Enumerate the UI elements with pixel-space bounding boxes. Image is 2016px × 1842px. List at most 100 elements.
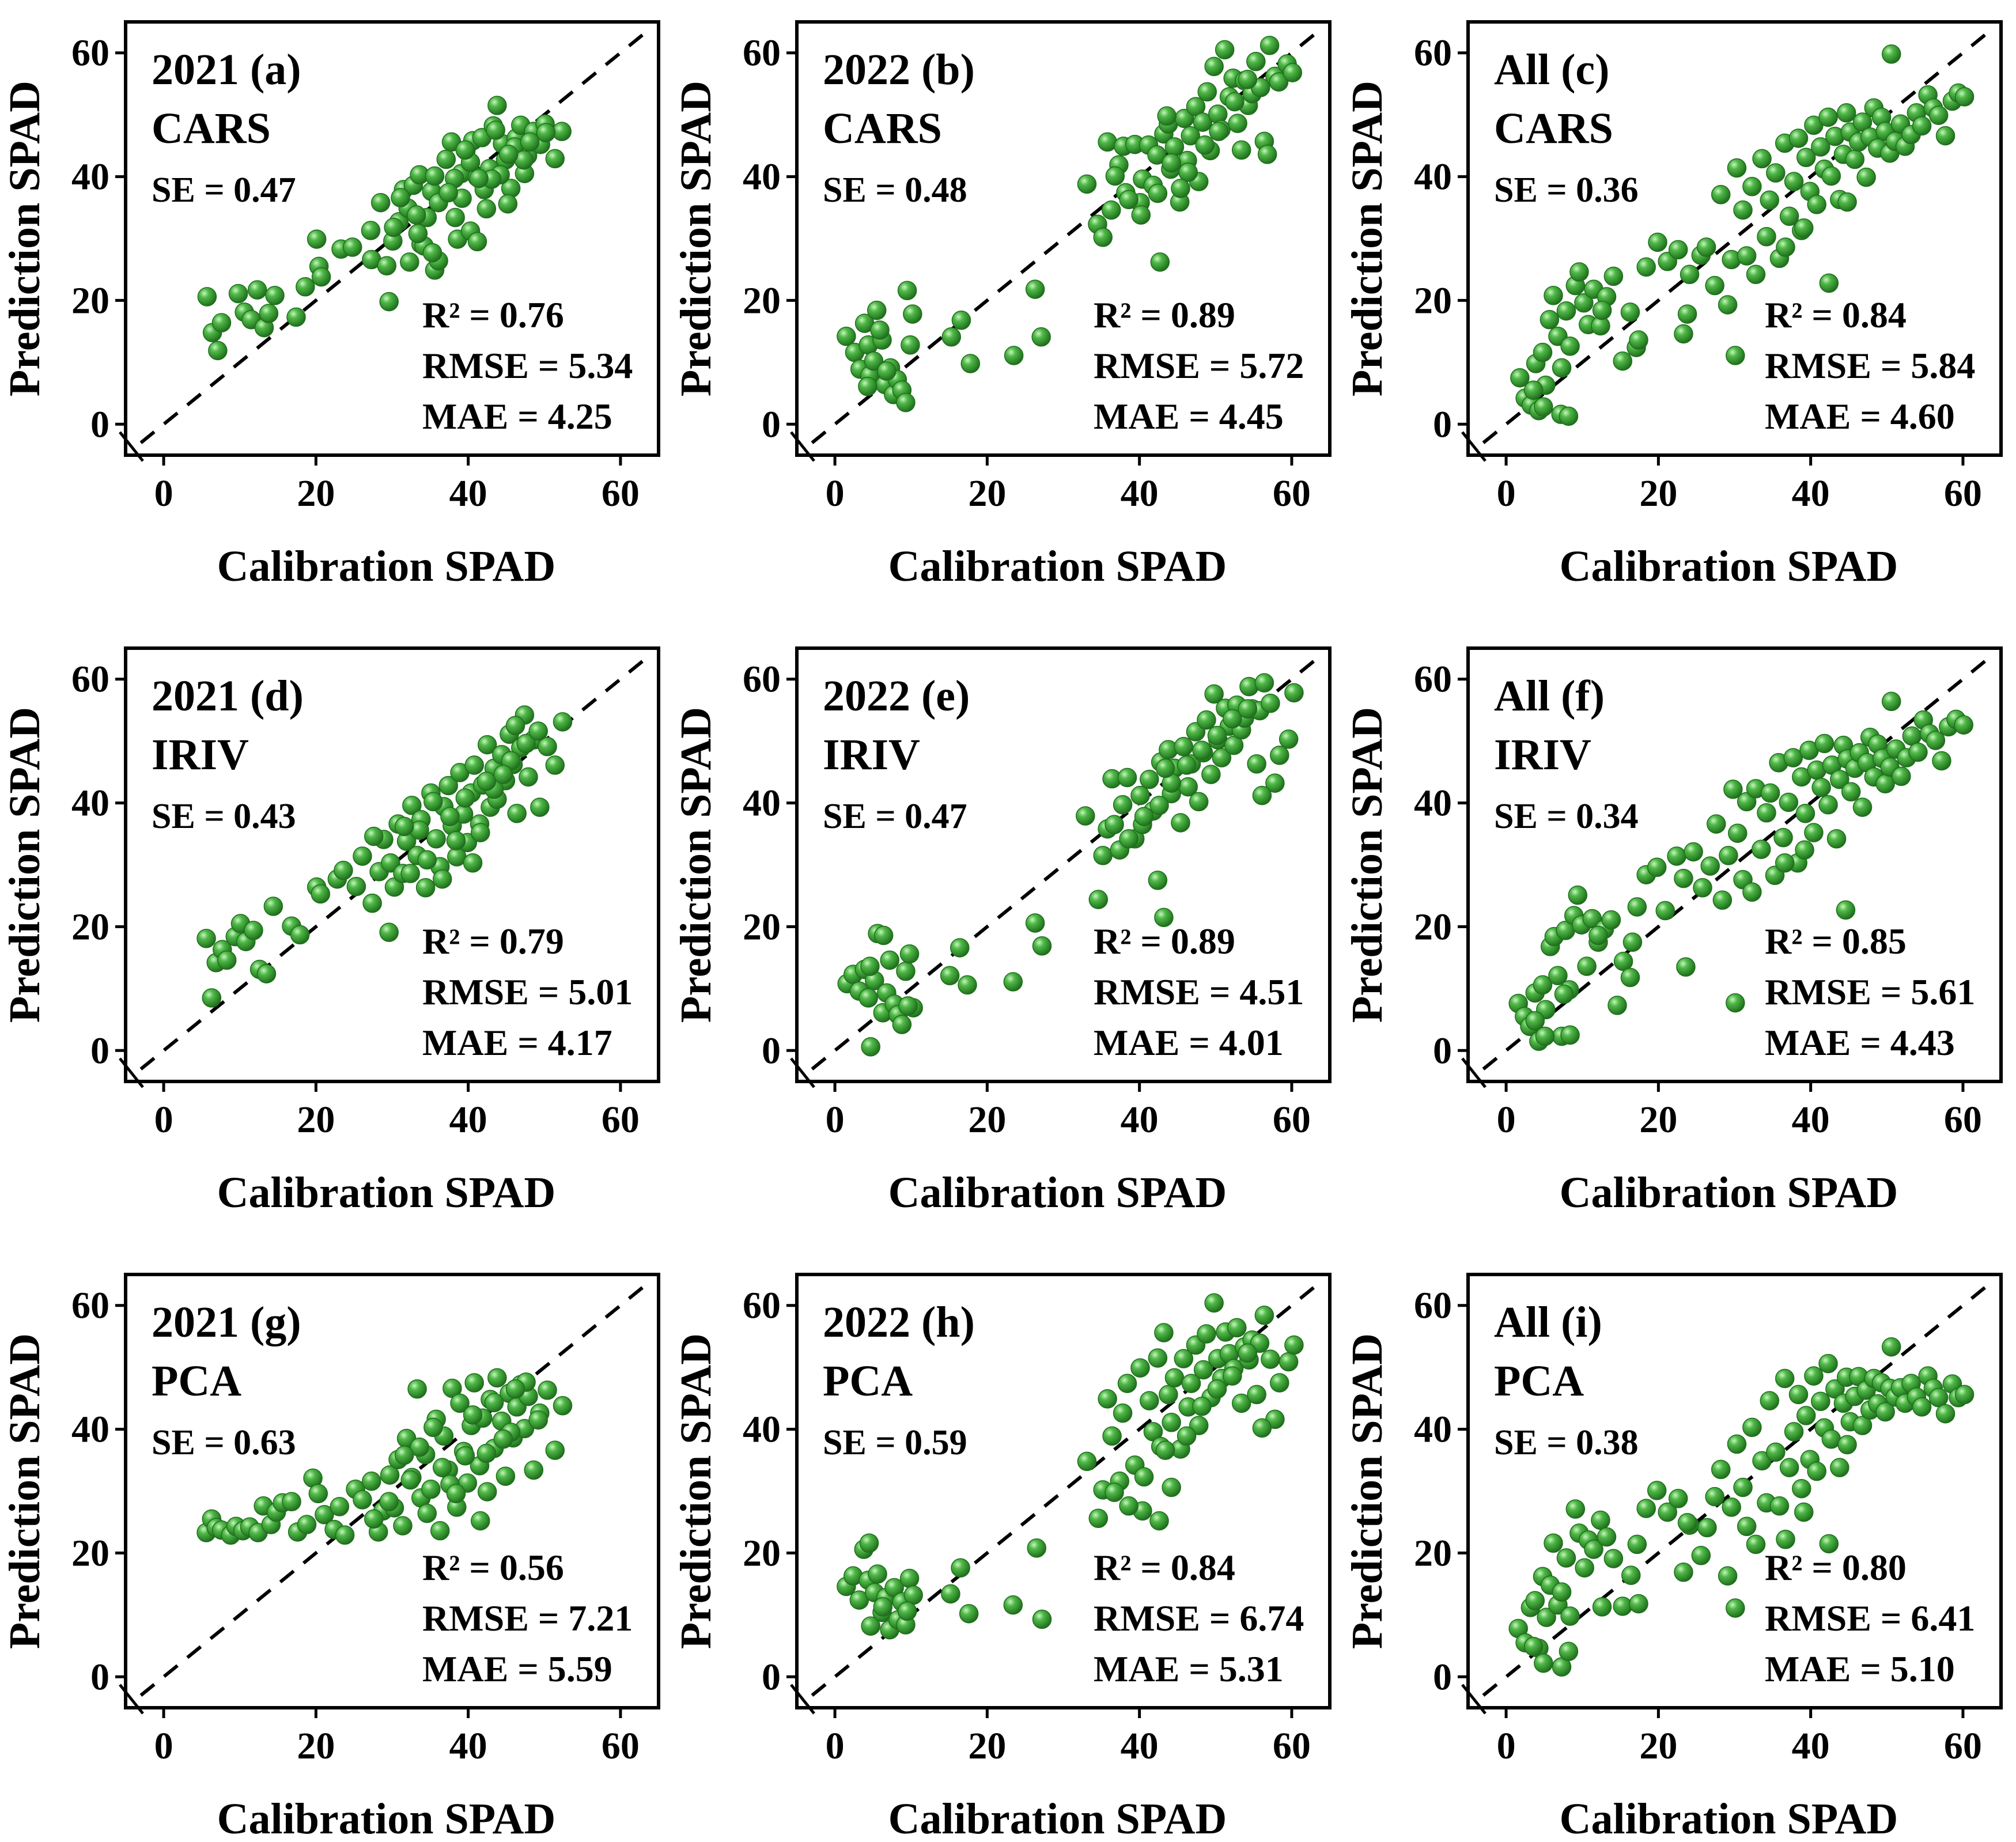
data-point bbox=[1231, 1393, 1251, 1413]
scatter-points bbox=[1508, 691, 1973, 1051]
data-point bbox=[455, 140, 475, 160]
y-tick-label: 20 bbox=[71, 906, 109, 948]
data-point bbox=[1174, 737, 1194, 757]
rmse-value: RMSE = 6.41 bbox=[1765, 1598, 1975, 1639]
data-point bbox=[1826, 829, 1847, 849]
data-point bbox=[1607, 996, 1627, 1015]
data-point bbox=[959, 1603, 979, 1624]
data-point bbox=[486, 120, 505, 140]
data-point bbox=[1119, 190, 1139, 210]
data-point bbox=[1658, 1502, 1677, 1522]
r2-value: R² = 0.84 bbox=[1765, 294, 1907, 335]
y-tick-label: 20 bbox=[1414, 279, 1452, 322]
data-point bbox=[493, 1429, 513, 1449]
data-point bbox=[1707, 814, 1726, 834]
r2-value: R² = 0.89 bbox=[1094, 294, 1235, 335]
data-point bbox=[1603, 1549, 1624, 1568]
data-point bbox=[1247, 1385, 1266, 1405]
x-tick-label: 20 bbox=[297, 1725, 335, 1767]
data-point bbox=[1881, 44, 1901, 64]
data-point bbox=[867, 300, 887, 320]
y-tick-label: 20 bbox=[1414, 1532, 1452, 1574]
data-point bbox=[898, 996, 918, 1016]
data-point bbox=[1821, 166, 1841, 186]
y-tick-label: 20 bbox=[71, 1532, 109, 1574]
data-point bbox=[1811, 777, 1831, 797]
y-tick-label: 40 bbox=[743, 1409, 781, 1451]
data-point bbox=[1795, 804, 1815, 823]
data-point bbox=[1025, 913, 1045, 933]
data-point bbox=[1621, 1565, 1641, 1585]
data-point bbox=[1592, 300, 1612, 320]
se-value: SE = 0.34 bbox=[1494, 797, 1639, 836]
data-point bbox=[1620, 302, 1640, 322]
x-axis-label: Calibration SPAD bbox=[1560, 1168, 1898, 1217]
rmse-value: RMSE = 5.72 bbox=[1094, 345, 1304, 386]
data-point bbox=[430, 1521, 450, 1541]
data-point bbox=[1076, 806, 1095, 826]
data-point bbox=[538, 1380, 557, 1400]
panel-a: 0 0 20 20 40 40 60 60 Calibration SPAD Prediction… bbox=[1, 20, 660, 591]
se-value: SE = 0.38 bbox=[1494, 1423, 1639, 1462]
data-point bbox=[941, 1584, 960, 1604]
y-tick-label: 20 bbox=[743, 906, 781, 948]
x-tick-label: 60 bbox=[1273, 1725, 1311, 1767]
data-point bbox=[1259, 36, 1280, 55]
data-point bbox=[423, 792, 443, 812]
plot-frame bbox=[795, 20, 1332, 457]
data-point bbox=[1752, 839, 1771, 859]
data-point bbox=[897, 281, 917, 300]
rmse-value: RMSE = 5.34 bbox=[422, 345, 633, 386]
x-axis-label: Calibration SPAD bbox=[888, 1795, 1227, 1842]
data-point bbox=[402, 796, 422, 815]
data-point bbox=[330, 1497, 350, 1516]
data-point bbox=[426, 829, 446, 849]
data-point bbox=[1742, 177, 1762, 196]
mae-value: MAE = 4.45 bbox=[1094, 396, 1284, 437]
data-point bbox=[1134, 807, 1154, 826]
r2-value: R² = 0.84 bbox=[1094, 1547, 1235, 1588]
data-point bbox=[1525, 1011, 1545, 1031]
y-tick-label: 40 bbox=[743, 156, 781, 198]
data-point bbox=[1773, 827, 1793, 848]
data-point bbox=[417, 850, 437, 870]
x-tick-label: 60 bbox=[1944, 472, 1982, 515]
x-tick-label: 20 bbox=[968, 472, 1006, 515]
data-point bbox=[1149, 1511, 1169, 1531]
panel-title: 2022 (b) bbox=[823, 46, 975, 94]
x-tick-label: 40 bbox=[1121, 1099, 1159, 1141]
data-point bbox=[1746, 1534, 1766, 1554]
data-point bbox=[438, 183, 459, 203]
y-tick-label: 60 bbox=[743, 659, 781, 701]
data-point bbox=[393, 1516, 413, 1535]
data-point bbox=[1588, 925, 1608, 945]
data-point bbox=[394, 816, 414, 837]
data-point bbox=[1733, 200, 1753, 220]
mae-value: MAE = 4.17 bbox=[422, 1022, 612, 1063]
data-point bbox=[519, 767, 538, 787]
data-point bbox=[1705, 1487, 1724, 1507]
data-point bbox=[421, 1480, 441, 1499]
data-point bbox=[1825, 1379, 1845, 1399]
data-point bbox=[1098, 132, 1117, 152]
one-to-one-line bbox=[139, 1285, 645, 1697]
x-tick-label: 20 bbox=[968, 1725, 1006, 1767]
data-point bbox=[1088, 890, 1109, 909]
axis-break-mark bbox=[790, 431, 815, 462]
data-point bbox=[516, 733, 536, 754]
data-point bbox=[265, 286, 285, 305]
data-point bbox=[860, 956, 880, 976]
data-point bbox=[1559, 1641, 1579, 1661]
data-point bbox=[244, 921, 263, 940]
rmse-value: RMSE = 5.61 bbox=[1765, 971, 1975, 1012]
data-point bbox=[1224, 735, 1244, 755]
x-axis-label: Calibration SPAD bbox=[1560, 542, 1898, 591]
data-point bbox=[1149, 796, 1169, 815]
panel-c: 0 0 20 20 40 40 60 60 Calibration SPAD Prediction… bbox=[1343, 20, 2003, 591]
rmse-value: RMSE = 7.21 bbox=[422, 1598, 633, 1639]
data-point bbox=[334, 860, 353, 880]
y-tick-label: 40 bbox=[743, 782, 781, 824]
data-point bbox=[1569, 262, 1589, 282]
panel-i: 0 0 20 20 40 40 60 60 Calibration SPAD Prediction… bbox=[1343, 1273, 2003, 1842]
data-point bbox=[498, 145, 519, 164]
